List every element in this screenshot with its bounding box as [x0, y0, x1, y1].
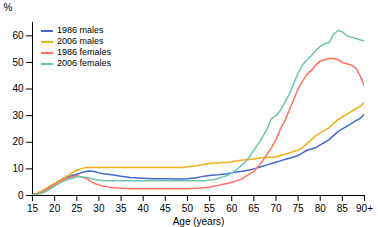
svg-text:50: 50: [182, 203, 194, 214]
svg-text:%: %: [4, 2, 13, 13]
svg-text:75: 75: [293, 203, 305, 214]
svg-text:25: 25: [71, 203, 83, 214]
svg-text:10: 10: [12, 163, 24, 174]
svg-text:85: 85: [337, 203, 349, 214]
svg-text:70: 70: [270, 203, 282, 214]
svg-text:55: 55: [204, 203, 216, 214]
svg-text:60: 60: [12, 30, 24, 41]
svg-text:40: 40: [12, 83, 24, 94]
html-text:2006 females: 2006 females: [57, 58, 111, 68]
svg-text:30: 30: [93, 203, 105, 214]
svg-text:65: 65: [248, 203, 260, 214]
svg-text:35: 35: [115, 203, 127, 214]
svg-text:50: 50: [12, 57, 24, 68]
svg-text:30: 30: [12, 110, 24, 121]
svg-text:80: 80: [315, 203, 327, 214]
html-text:1986 females: 1986 females: [57, 47, 111, 57]
svg-text:15: 15: [27, 203, 39, 214]
svg-text:45: 45: [160, 203, 172, 214]
svg-text:Age (years): Age (years): [173, 216, 225, 227]
svg-text:40: 40: [138, 203, 150, 214]
svg-text:60: 60: [226, 203, 238, 214]
svg-text:20: 20: [12, 136, 24, 147]
svg-text:90+: 90+: [356, 203, 373, 214]
svg-text:20: 20: [49, 203, 61, 214]
html-text:2006 males: 2006 males: [57, 36, 104, 46]
html-text:1986 males: 1986 males: [57, 25, 104, 35]
svg-text:0: 0: [18, 190, 24, 201]
